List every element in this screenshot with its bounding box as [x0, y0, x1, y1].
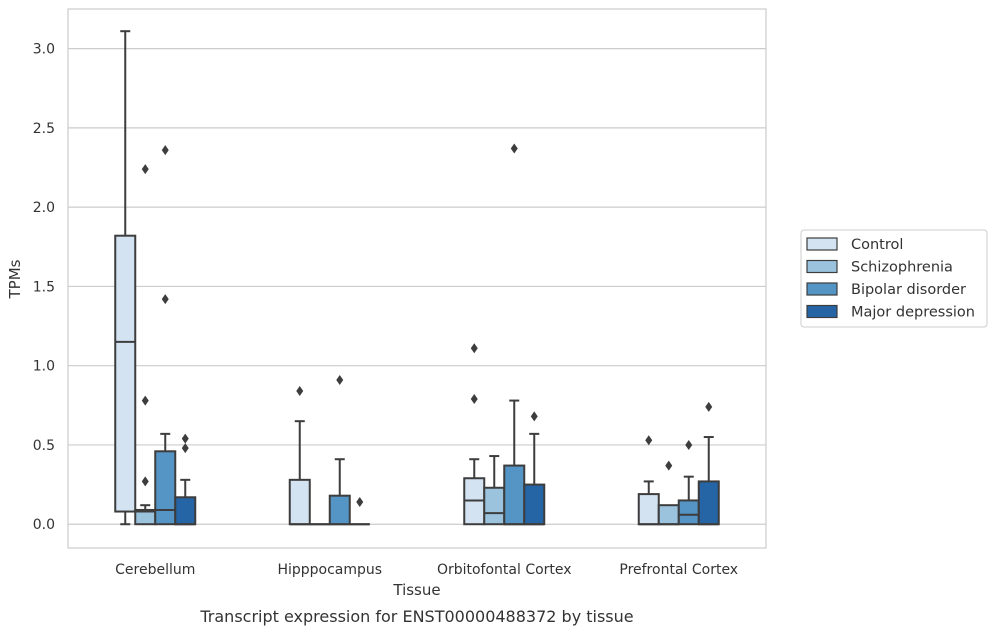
box-group: [503, 143, 526, 526]
chart-caption: Transcript expression for ENST0000048837…: [199, 607, 633, 626]
outlier-point: [530, 411, 538, 422]
legend-swatch: [806, 259, 838, 274]
outlier-point: [470, 393, 478, 404]
box: [677, 499, 700, 526]
outlier-point: [470, 343, 478, 354]
outlier-point: [665, 460, 673, 471]
box-group: [134, 164, 157, 526]
legend-label: Schizophrenia: [851, 260, 953, 276]
y-tick-label: 2.5: [33, 121, 55, 137]
y-axis-title: TPMs: [6, 259, 24, 299]
box: [174, 496, 197, 526]
outlier-point: [161, 294, 169, 305]
outlier-point: [141, 164, 149, 175]
legend-swatch: [806, 282, 838, 296]
x-tick-label: Cerebellum: [115, 562, 195, 578]
box-marks: [114, 30, 720, 526]
legend-swatch: [806, 304, 838, 319]
y-tick-label: 2.0: [33, 200, 55, 216]
y-tick-label: 3.0: [33, 42, 55, 58]
box: [328, 494, 351, 526]
y-tick-label: 0.0: [33, 517, 55, 533]
x-tick-label: Prefrontal Cortex: [619, 562, 738, 578]
x-axis-title: Tissue: [392, 581, 440, 599]
legend-label: Control: [851, 237, 903, 253]
outlier-point: [645, 435, 653, 446]
box-group: [114, 30, 137, 526]
box-group: [349, 497, 370, 526]
box: [154, 450, 177, 526]
box: [697, 480, 720, 526]
outlier-point: [181, 443, 189, 454]
box-group: [637, 435, 660, 526]
y-tick-label: 1.5: [33, 279, 55, 295]
box-group: [174, 433, 197, 526]
outlier-point: [510, 143, 518, 154]
outlier-point: [356, 497, 364, 508]
box: [523, 483, 546, 526]
legend-label: Bipolar disorder: [851, 282, 966, 298]
box-group: [154, 145, 177, 526]
box-group: [328, 374, 351, 526]
box-group: [657, 460, 680, 526]
x-axis-ticks: Cerebellum Hipppocampus Orbitofontal Corte…: [115, 562, 738, 578]
box-group: [677, 439, 700, 526]
box: [288, 478, 311, 526]
legend-frame: [800, 229, 988, 328]
x-tick-label: Orbitofontal Cortex: [437, 562, 572, 578]
box: [637, 493, 660, 526]
box-group: [697, 401, 720, 526]
legend-swatch: [806, 237, 838, 251]
y-tick-label: 1.0: [33, 359, 55, 375]
legend-label: Major depression: [851, 305, 975, 321]
outlier-point: [296, 386, 304, 397]
outlier-point: [181, 433, 189, 444]
plot-area: [67, 8, 767, 549]
box: [657, 504, 680, 526]
outlier-point: [161, 145, 169, 156]
x-tick-label: Hipppocampus: [277, 562, 382, 578]
outlier-point: [141, 395, 149, 406]
box: [114, 234, 137, 513]
outlier-point: [141, 476, 149, 487]
box: [483, 486, 506, 526]
box-group: [288, 386, 311, 526]
outlier-point: [336, 374, 344, 385]
y-axis-ticks: 0.0 0.5 1.0 1.5 2.0 2.5 3.0: [33, 42, 55, 534]
outlier-point: [685, 439, 693, 450]
legend: Control Schizophrenia Bipolar disorder Majo…: [800, 229, 988, 328]
box-group: [463, 343, 486, 526]
y-tick-label: 0.5: [33, 438, 55, 454]
box-group: [523, 411, 546, 526]
outlier-point: [705, 401, 713, 412]
box: [503, 464, 526, 526]
